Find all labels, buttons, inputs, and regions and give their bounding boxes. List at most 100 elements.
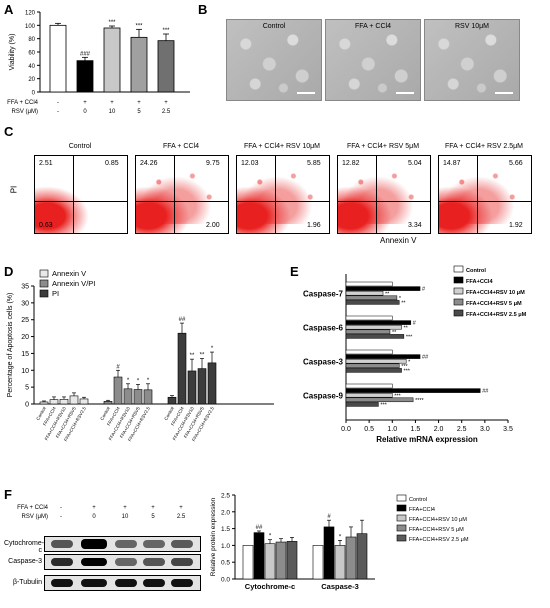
blot-header-row1: FFA + CCl4 — [17, 505, 48, 511]
blot-lane-mark: - — [60, 505, 62, 511]
micrograph-ffa-ccl4: FFA + CCl4 — [325, 19, 421, 101]
blot-lane-mark: + — [179, 505, 183, 511]
x-tick-label: 3.0 — [480, 426, 490, 433]
significance-label: ** — [392, 330, 397, 336]
row1-mark: + — [164, 100, 168, 106]
panel-label-c: C — [4, 124, 14, 139]
quadrant-value: 14.87 — [443, 160, 461, 167]
bar — [123, 388, 133, 405]
legend-label: FFA+CCl4 — [409, 507, 435, 513]
y-tick-label: 0.0 — [221, 577, 230, 584]
category-label: Cytochrome-c — [245, 582, 295, 591]
legend-label: FFA+CCl4 — [466, 279, 493, 285]
legend-swatch — [396, 504, 407, 512]
bar — [345, 315, 393, 321]
row2-mark: 5 — [137, 109, 141, 115]
x-tick-label: 3.5 — [503, 426, 513, 433]
quadrant-value: 1.92 — [509, 222, 523, 229]
x-tick-label: Control — [35, 406, 47, 421]
bar — [76, 60, 94, 93]
bar — [79, 398, 89, 405]
bar — [345, 324, 402, 330]
significance-label: ** — [404, 325, 409, 331]
row1-label: FFA + CCl4 — [7, 100, 39, 106]
bar — [197, 368, 207, 405]
flow-plot-title: FFA + CCl4+ RSV 10μM — [243, 143, 320, 150]
quadrant-value: 24.26 — [140, 160, 158, 167]
bar — [253, 532, 265, 580]
mrna-expression-chart: 0.0 0.5 1.0 1.5 2.0 2.5 3.0 3.5 Relative mRNA ex… — [303, 265, 527, 444]
legend-label: FFA+CCl4+RSV 10 μM — [409, 517, 467, 523]
flow-y-label: PI — [9, 185, 19, 194]
legend-swatch — [453, 287, 464, 295]
x-tick-label: 1.5 — [411, 426, 421, 433]
significance-label: ** — [385, 291, 390, 297]
significance-label: * — [127, 378, 130, 384]
y-axis-label: Percentage of Apoptosis cells (%) — [7, 293, 14, 398]
row2-label: RSV (μM) — [12, 109, 38, 115]
y-tick-label: 1.5 — [221, 526, 230, 533]
bar — [345, 320, 412, 325]
significance-label: ** — [200, 352, 205, 358]
significance-label: *** — [162, 28, 170, 34]
legend-label: Annexin V/PI — [52, 279, 95, 288]
category-label: Caspase-3 — [321, 582, 359, 591]
blot-lane-mark: + — [123, 505, 127, 511]
y-tick-label: 2.5 — [221, 493, 230, 500]
x-tick-label: 1.0 — [387, 426, 397, 433]
bar — [345, 334, 405, 339]
flow-plot-title: Control — [68, 143, 92, 150]
y-tick-label: 80 — [28, 37, 35, 43]
quadrant-value: 3.34 — [408, 222, 422, 229]
significance-label: *** — [394, 393, 401, 399]
flow-plot: 14.87 5.66 1.92 — [438, 155, 532, 234]
row2-mark: 2.5 — [162, 109, 171, 115]
bar — [187, 370, 197, 405]
y-tick-label: 120 — [25, 11, 36, 17]
significance-label: # — [413, 321, 417, 327]
legend-label: FFA+CCl4+RSV 2.5 μM — [466, 312, 527, 318]
legend-swatch — [453, 309, 464, 317]
quadrant-value: 2.00 — [206, 222, 220, 229]
x-tick-label: 2.0 — [434, 426, 444, 433]
bar — [143, 389, 153, 405]
x-axis-label: Relative mRNA expression — [376, 435, 478, 444]
bar — [345, 402, 379, 407]
micrograph-title: Control — [262, 23, 286, 30]
significance-label: *** — [406, 335, 413, 341]
y-axis-label: Viability (%) — [9, 34, 16, 71]
bar — [69, 395, 79, 405]
significance-label: ## — [422, 355, 429, 361]
micrograph-rsv: RSV 10μM — [424, 19, 520, 101]
flow-x-label: Annexin V — [380, 236, 417, 245]
y-tick-label: 5 — [25, 385, 29, 392]
micrograph-control: Control — [226, 19, 322, 101]
bar — [345, 363, 400, 369]
bar — [345, 368, 402, 373]
bar — [103, 401, 113, 405]
row2-mark: 0 — [83, 109, 87, 115]
quadrant-value: 5.04 — [408, 160, 422, 167]
significance-label: *** — [380, 403, 387, 409]
significance-label: *** — [401, 364, 408, 370]
quadrant-value: 12.03 — [241, 160, 259, 167]
bar — [286, 541, 298, 580]
panel-label-b: B — [198, 2, 208, 17]
row2-mark: 10 — [109, 109, 116, 115]
blot-lane-mark: 5 — [151, 514, 155, 520]
bar — [113, 376, 123, 405]
quadrant-value: 1.96 — [307, 222, 321, 229]
blot-label-tubulin: β-Tubulin — [12, 579, 42, 586]
y-tick-label: 60 — [28, 51, 35, 57]
significance-label: * — [147, 378, 150, 384]
y-tick-label: 0.5 — [221, 560, 230, 567]
significance-label: # — [422, 287, 426, 293]
bar — [345, 295, 398, 301]
y-tick-label: 20 — [28, 77, 35, 83]
bar — [264, 543, 276, 580]
flow-plot: 12.03 5.85 1.96 — [236, 155, 330, 234]
legend-swatch — [453, 276, 464, 284]
quadrant-value: 2.51 — [39, 160, 53, 167]
blot-label-cytochrome: Cytochrome-c — [4, 540, 45, 554]
row1-mark: + — [110, 100, 114, 106]
